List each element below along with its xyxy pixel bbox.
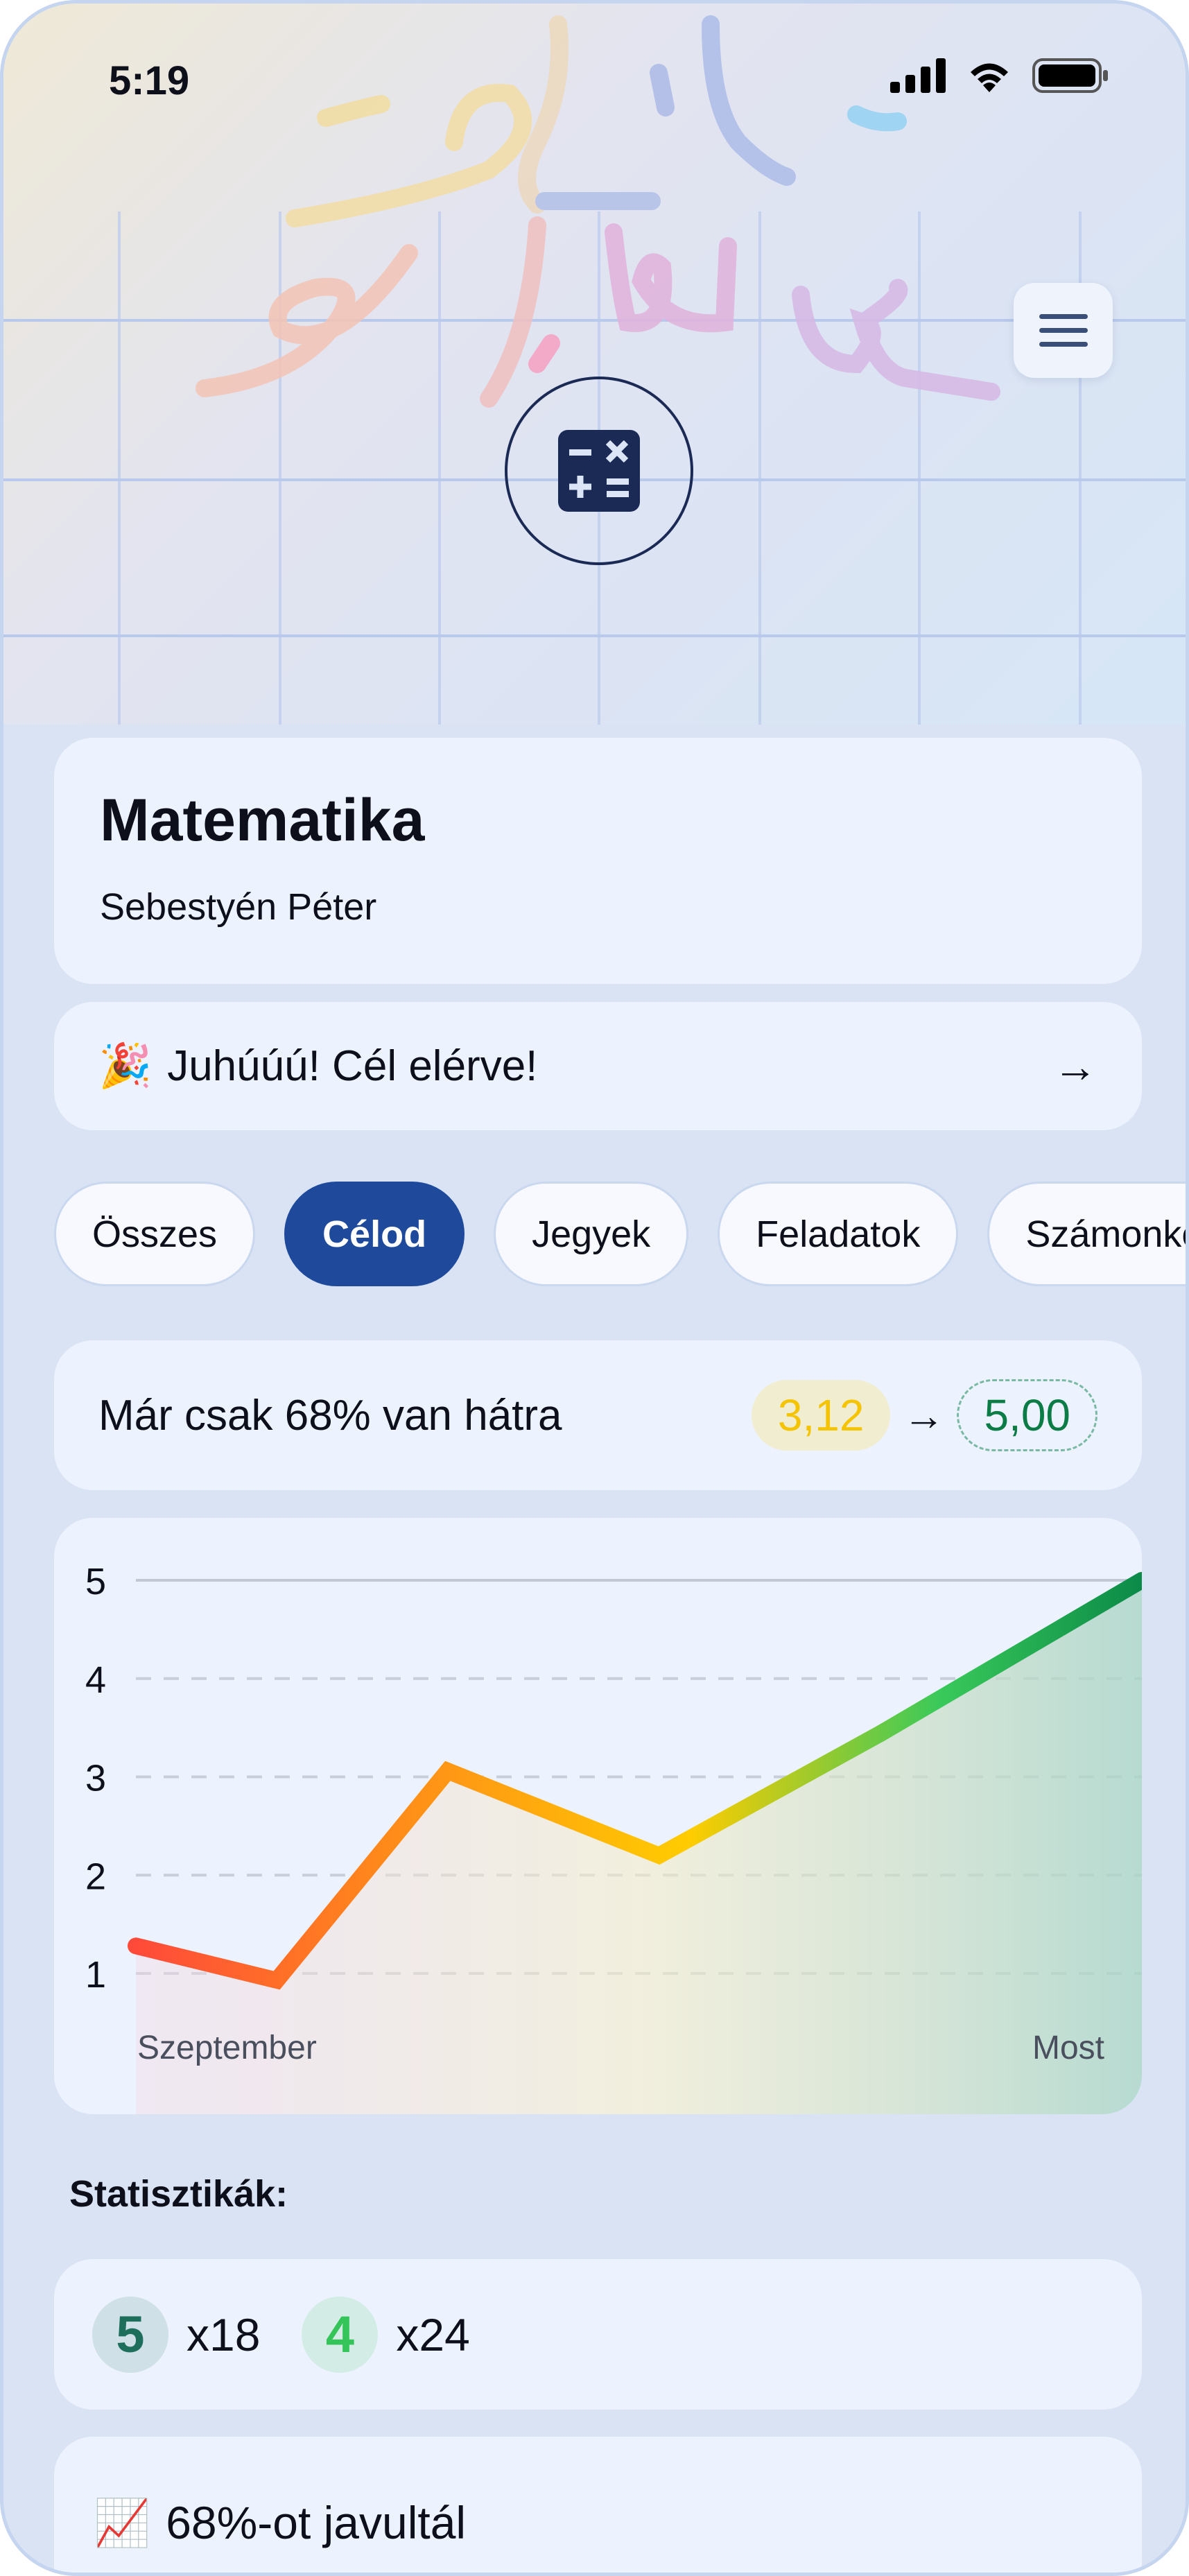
status-time: 5:19 xyxy=(109,58,190,103)
progress-chart: 1 2 3 4 5 Szeptember Most xyxy=(54,1518,1142,2114)
current-average: 3,12 xyxy=(751,1380,891,1451)
target-average: 5,00 xyxy=(957,1379,1097,1451)
y-tick-label: 1 xyxy=(85,1954,106,1996)
x-label-start: Szeptember xyxy=(137,2030,317,2066)
tab-feladatok[interactable]: Feladatok xyxy=(718,1182,959,1286)
y-tick-label: 2 xyxy=(85,1856,106,1897)
arrow-right-icon: → xyxy=(1053,1041,1097,1091)
goal-progress-card: Már csak 68% van hátra 3,12 → 5,00 xyxy=(54,1340,1142,1490)
y-tick-label: 5 xyxy=(85,1561,106,1602)
tab-osszes[interactable]: Összes xyxy=(54,1182,256,1286)
stats-heading: Statisztikák: xyxy=(69,2173,288,2215)
area-fill xyxy=(136,1580,1142,2114)
grade-5-badge: 5 xyxy=(92,2296,168,2373)
menu-button[interactable] xyxy=(1014,283,1113,378)
tab-jegyek[interactable]: Jegyek xyxy=(494,1182,689,1286)
goal-reached-banner[interactable]: 🎉 Juhúúú! Cél elérve! → xyxy=(54,1002,1142,1130)
subject-title: Matematika xyxy=(100,787,425,854)
battery-icon xyxy=(1032,58,1108,93)
improvement-text: 68%-ot javultál xyxy=(166,2497,467,2548)
decorative-scribbles xyxy=(196,15,1000,408)
y-tick-label: 4 xyxy=(85,1659,106,1701)
status-icons xyxy=(890,58,1109,94)
banner-text: Juhúúú! Cél elérve! xyxy=(167,1042,538,1090)
chart-increasing-icon: 📈 xyxy=(94,2497,151,2548)
subject-icon-badge xyxy=(505,377,693,565)
signal-icon xyxy=(890,58,946,93)
grade-4-count: x24 xyxy=(396,2308,470,2360)
grade-stats-card: 5 x18 4 x24 xyxy=(54,2259,1142,2410)
tab-szamonkeresek[interactable]: Számonkérések xyxy=(987,1182,1186,1286)
party-popper-icon: 🎉 xyxy=(98,1042,153,1090)
x-label-end: Most xyxy=(1032,2030,1104,2066)
arrow-right-icon: → xyxy=(903,1392,945,1439)
series-line xyxy=(128,1572,1142,1990)
goal-text: Már csak 68% van hátra xyxy=(98,1391,562,1440)
filter-tabs: Összes Célod Jegyek Feladatok Számonkéré… xyxy=(54,1182,1186,1286)
improvement-card: 📈 68%-ot javultál xyxy=(54,2437,1142,2573)
tab-celod[interactable]: Célod xyxy=(284,1182,465,1286)
hero-header xyxy=(3,3,1186,725)
hamburger-icon xyxy=(1039,314,1088,319)
grade-4-badge: 4 xyxy=(302,2296,379,2373)
grade-5-count: x18 xyxy=(186,2308,261,2360)
subject-card: Matematika Sebestyén Péter xyxy=(54,738,1142,984)
teacher-name: Sebestyén Péter xyxy=(100,886,377,928)
calculator-icon xyxy=(558,430,640,512)
wifi-icon xyxy=(971,63,1008,92)
y-tick-label: 3 xyxy=(85,1758,106,1799)
